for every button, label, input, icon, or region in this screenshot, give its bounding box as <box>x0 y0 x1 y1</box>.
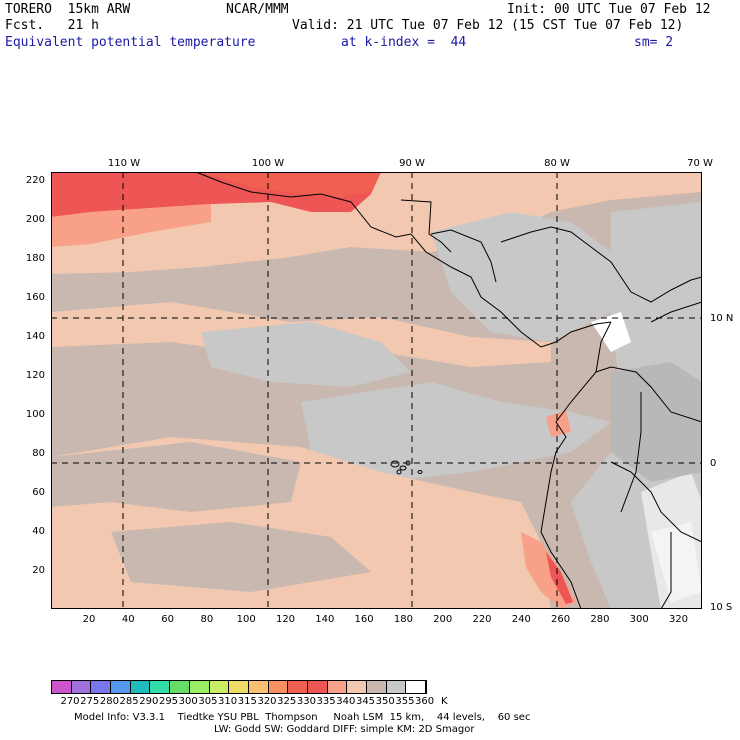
level-info: at k-index = 44 <box>341 35 467 50</box>
x-tick-label: 180 <box>393 614 413 625</box>
map-frame <box>51 172 702 609</box>
colorbar-swatch <box>71 681 92 693</box>
x-tick-label: 60 <box>161 614 174 625</box>
y-tick-label: 40 <box>32 526 45 537</box>
lon-label-100w: 100 W <box>251 158 285 169</box>
colorbar-swatch <box>327 681 348 693</box>
lat-label-10n: 10 N <box>710 313 734 324</box>
colorbar-label: 355 <box>395 696 415 707</box>
colorbar-label: 280 <box>99 696 119 707</box>
colorbar-label: K <box>441 696 448 707</box>
field-name: Equivalent potential temperature <box>5 35 256 50</box>
model-title: TORERO 15km ARW <box>5 2 131 17</box>
colorbar-label: 305 <box>198 696 218 707</box>
lon-label-110w: 110 W <box>107 158 141 169</box>
colorbar-label: 330 <box>296 696 316 707</box>
colorbar-swatch <box>170 681 190 693</box>
colorbar-swatch <box>386 681 407 693</box>
init-time: Init: 00 UTC Tue 07 Feb 12 <box>507 2 711 17</box>
y-tick-label: 20 <box>32 565 45 576</box>
y-tick-label: 60 <box>32 487 45 498</box>
coastlines <box>195 172 702 609</box>
graticule <box>51 172 702 609</box>
lat-label-0: 0 <box>710 458 717 469</box>
field-patch-grey-1 <box>201 322 411 387</box>
colorbar-swatch <box>91 681 112 693</box>
smoothing-info: sm= 2 <box>634 35 674 50</box>
lon-label-90w: 90 W <box>399 158 425 169</box>
colorbar-label: 335 <box>316 696 336 707</box>
lon-label-70w: 70 W <box>687 158 713 169</box>
x-tick-label: 260 <box>551 614 571 625</box>
forecast-hour: Fcst. 21 h <box>5 18 99 33</box>
colorbar-label: 340 <box>336 696 356 707</box>
x-tick-label: 320 <box>668 614 689 625</box>
colorbar-swatch <box>150 681 171 693</box>
y-tick-label: 180 <box>25 253 45 264</box>
colorbar-label: 270 <box>60 696 80 707</box>
colorbar-swatch <box>288 681 308 693</box>
x-tick-label: 20 <box>82 614 96 625</box>
y-tick-label: 200 <box>25 214 45 225</box>
colorbar-label: 300 <box>178 696 198 707</box>
x-tick-label: 220 <box>472 614 492 625</box>
colorbar-swatch <box>189 681 210 693</box>
colorbar-label: 315 <box>237 696 257 707</box>
colorbar-swatch <box>406 681 427 693</box>
colorbar-swatch <box>367 681 387 693</box>
colorbar-label: 320 <box>257 696 277 707</box>
colorbar-label: 275 <box>80 696 100 707</box>
model-info-line2: LW: Godd SW: Goddard DIFF: simple KM: 2D… <box>214 724 475 735</box>
organization-label: NCAR/MMM <box>226 2 289 17</box>
x-tick-label: 100 <box>236 614 256 625</box>
y-tick-label: 160 <box>25 292 45 303</box>
colorbar-label: 290 <box>139 696 159 707</box>
theta-e-map <box>51 172 702 609</box>
colorbar-swatch <box>229 681 249 693</box>
y-tick-label: 100 <box>25 409 45 420</box>
colorbar-swatch <box>52 681 72 693</box>
colorbar-label: 310 <box>218 696 238 707</box>
x-tick-label: 160 <box>354 614 374 625</box>
y-tick-label: 220 <box>25 175 45 186</box>
x-tick-label: 140 <box>315 614 335 625</box>
model-info-line1: Model Info: V3.3.1 Tiedtke YSU PBL Thomp… <box>74 712 531 723</box>
colorbar-swatch <box>347 681 367 693</box>
colorbar-label: 345 <box>355 696 376 707</box>
y-tick-label: 80 <box>32 448 45 459</box>
colorbar-swatch <box>209 681 230 693</box>
colorbar-label: 350 <box>375 696 395 707</box>
valid-time: Valid: 21 UTC Tue 07 Feb 12 (15 CST Tue … <box>292 18 684 33</box>
x-tick-label: 200 <box>433 614 453 625</box>
x-tick-label: 280 <box>590 614 610 625</box>
colorbar-label: 325 <box>277 696 297 707</box>
colorbar-swatch <box>248 681 269 693</box>
x-tick-label: 40 <box>121 614 135 625</box>
colorbar-label: 285 <box>119 696 139 707</box>
x-tick-label: 80 <box>200 614 214 625</box>
x-tick-label: 240 <box>511 614 531 625</box>
colorbar-swatch <box>130 681 151 693</box>
colorbar <box>51 680 428 694</box>
lon-label-80w: 80 W <box>544 158 570 169</box>
y-tick-label: 120 <box>25 370 45 381</box>
colorbar-swatch <box>111 681 131 693</box>
x-tick-label: 300 <box>629 614 649 625</box>
colorbar-label: 295 <box>158 696 179 707</box>
colorbar-label: 360 <box>415 696 435 707</box>
colorbar-swatch <box>268 681 289 693</box>
y-tick-label: 140 <box>25 331 45 342</box>
colorbar-swatch <box>307 681 328 693</box>
x-tick-label: 120 <box>275 614 296 625</box>
lat-label-10s: 10 S <box>710 602 733 613</box>
